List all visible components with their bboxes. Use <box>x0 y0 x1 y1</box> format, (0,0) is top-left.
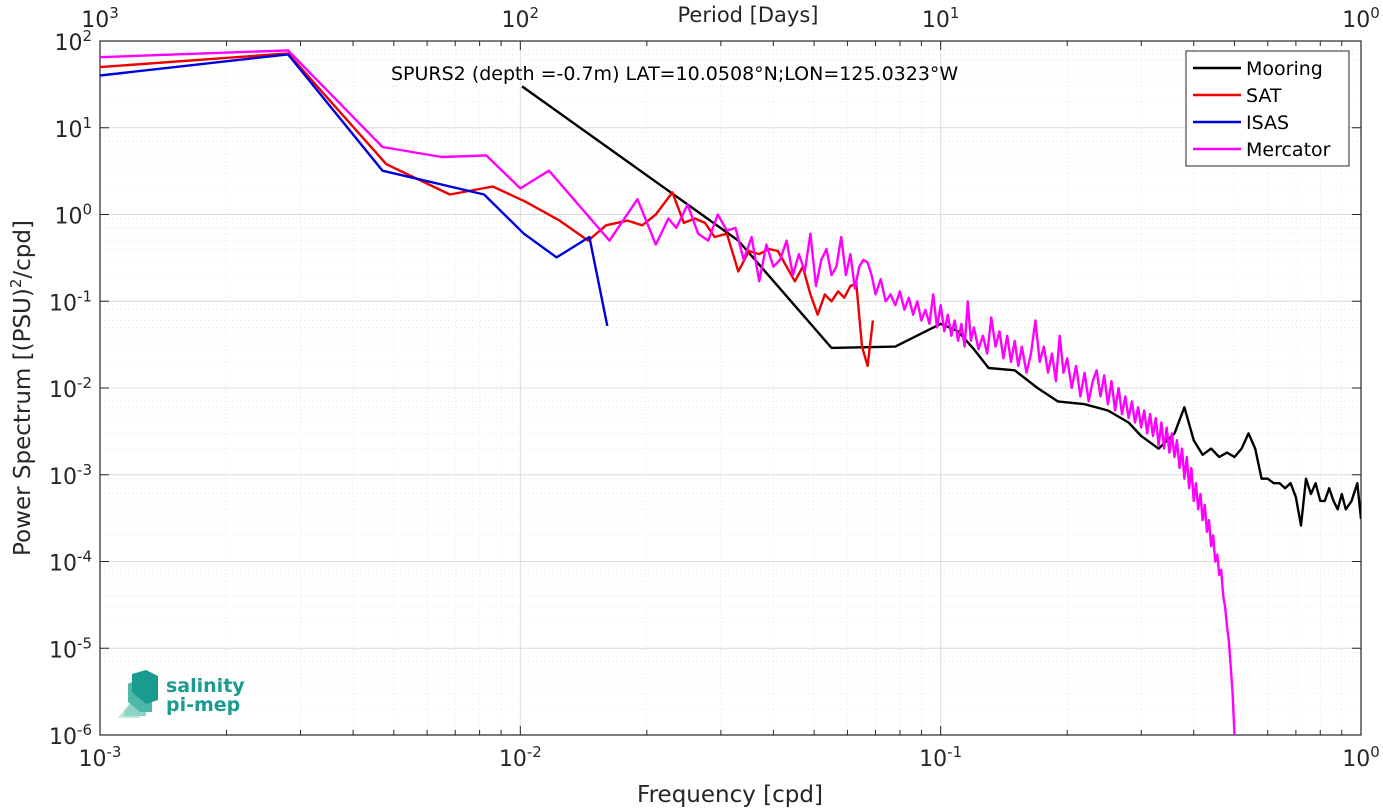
x-tick-labels: 10-3 10-2 10-1 100 <box>79 743 1380 772</box>
chart-annotation: SPURS2 (depth =-0.7m) LAT=10.0508°N;LON=… <box>391 63 958 85</box>
logo-text-line1: salinity <box>166 675 245 697</box>
x-tick-label: 100 <box>1342 743 1380 772</box>
y-axis-label-tail: /cpd] <box>10 220 36 279</box>
y-tick-label: 10-5 <box>49 634 92 663</box>
axis-ticks <box>99 40 1362 736</box>
y-axis-label: Power Spectrum [(PSU)2/cpd] <box>7 220 36 556</box>
y-tick-label: 100 <box>54 201 92 230</box>
salinity-pi-mep-logo: salinity pi-mep <box>118 670 245 718</box>
top-tick-labels: 103 102 101 100 <box>81 4 1380 33</box>
y-tick-label: 102 <box>54 27 92 56</box>
x-axis-label: Frequency [cpd] <box>637 782 823 808</box>
logo-mark-icon <box>118 670 158 718</box>
top-tick-label: 100 <box>1342 4 1380 33</box>
y-axis-label-exp: 2 <box>7 279 25 289</box>
series-line-isas <box>100 53 609 327</box>
y-tick-label: 101 <box>54 114 92 143</box>
legend: Mooring SAT ISAS Mercator <box>1185 50 1350 167</box>
legend-label-isas: ISAS <box>1246 112 1289 134</box>
logo-text-line2: pi-mep <box>166 694 240 716</box>
y-axis-label-main: Power Spectrum [(PSU) <box>10 288 36 556</box>
legend-label-mercator: Mercator <box>1246 139 1331 161</box>
x-tick-label: 10-1 <box>919 743 962 772</box>
y-tick-label: 10-6 <box>49 721 92 750</box>
series-line-mooring <box>521 85 1361 527</box>
y-tick-label: 10-2 <box>49 374 92 403</box>
x-tick-label: 10-3 <box>79 743 122 772</box>
top-tick-label: 103 <box>81 4 119 33</box>
grid-major <box>100 41 1361 735</box>
y-tick-label: 10-1 <box>49 287 92 316</box>
top-tick-label: 101 <box>922 4 960 33</box>
top-axis-label: Period [Days] <box>678 3 819 27</box>
y-tick-labels: 102 101 100 10-1 10-2 10-3 10-4 10-5 10-6 <box>49 27 92 750</box>
legend-box <box>1185 50 1350 167</box>
legend-label-mooring: Mooring <box>1246 58 1323 80</box>
series-line-mercator <box>100 49 1236 735</box>
x-tick-label: 10-2 <box>499 743 542 772</box>
series-line-sat <box>100 52 875 368</box>
legend-label-sat: SAT <box>1246 85 1282 107</box>
top-tick-label: 102 <box>502 4 540 33</box>
series-layer <box>100 49 1361 735</box>
legend-items: Mooring SAT ISAS Mercator <box>1193 58 1331 161</box>
y-tick-label: 10-3 <box>49 461 92 490</box>
y-tick-label: 10-4 <box>49 548 92 577</box>
